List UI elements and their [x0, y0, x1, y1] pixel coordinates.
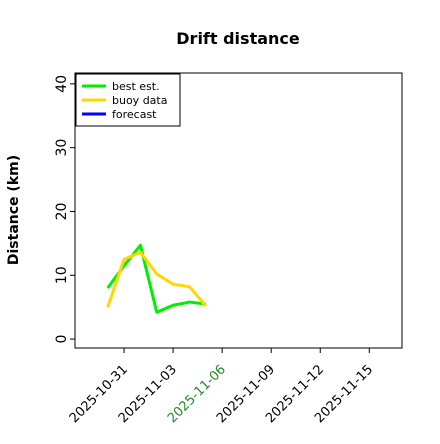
legend-label: forecast	[112, 108, 157, 121]
y-axis-label: Distance (km)	[6, 155, 22, 265]
y-tick-label: 30	[54, 139, 70, 157]
y-tick-label: 40	[54, 75, 70, 93]
y-tick-label: 20	[54, 203, 70, 221]
series-line	[106, 250, 207, 308]
y-tick-label: 0	[54, 335, 70, 344]
y-tick-label: 10	[54, 266, 70, 284]
plot-frame	[74, 72, 403, 349]
chart-title: Drift distance	[176, 29, 300, 48]
legend-label: buoy data	[112, 94, 167, 107]
legend-label: best est.	[112, 80, 160, 93]
series-line	[106, 243, 206, 314]
